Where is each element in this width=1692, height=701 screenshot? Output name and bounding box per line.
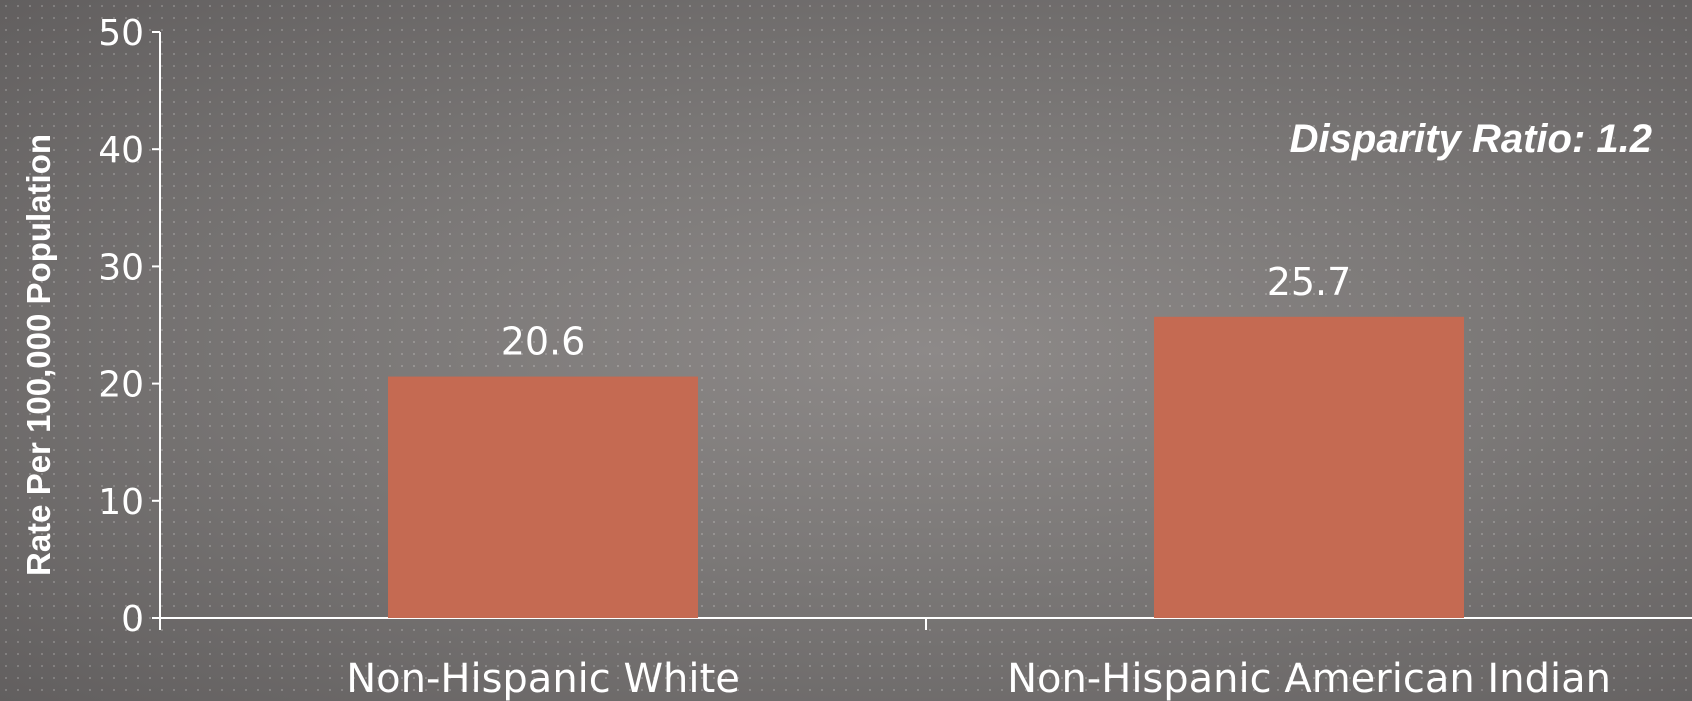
bar-data-label: 25.7 <box>1267 260 1352 304</box>
y-tick-label: 50 <box>98 13 144 54</box>
y-tick-label: 30 <box>98 247 144 288</box>
bar-data-label: 20.6 <box>501 320 586 364</box>
bar <box>388 376 698 618</box>
y-axis-title-group: Rate Per 100,000 Population <box>20 134 57 576</box>
y-tick-label: 40 <box>98 130 144 171</box>
y-axis-title: Rate Per 100,000 Population <box>20 134 57 576</box>
y-tick-label: 10 <box>98 482 144 523</box>
x-category-label: Non-Hispanic White <box>346 656 740 701</box>
y-tick-label: 0 <box>121 599 144 640</box>
x-category-label: Non-Hispanic American Indian <box>1007 656 1611 701</box>
disparity-ratio-annotation: Disparity Ratio: 1.2 <box>1290 117 1652 161</box>
y-tick-label: 20 <box>98 365 144 406</box>
bar <box>1154 316 1464 618</box>
plot-area: 0 10 20 30 40 50 20.6 Non-Hispanic White 25.7 Non… <box>98 13 1692 701</box>
